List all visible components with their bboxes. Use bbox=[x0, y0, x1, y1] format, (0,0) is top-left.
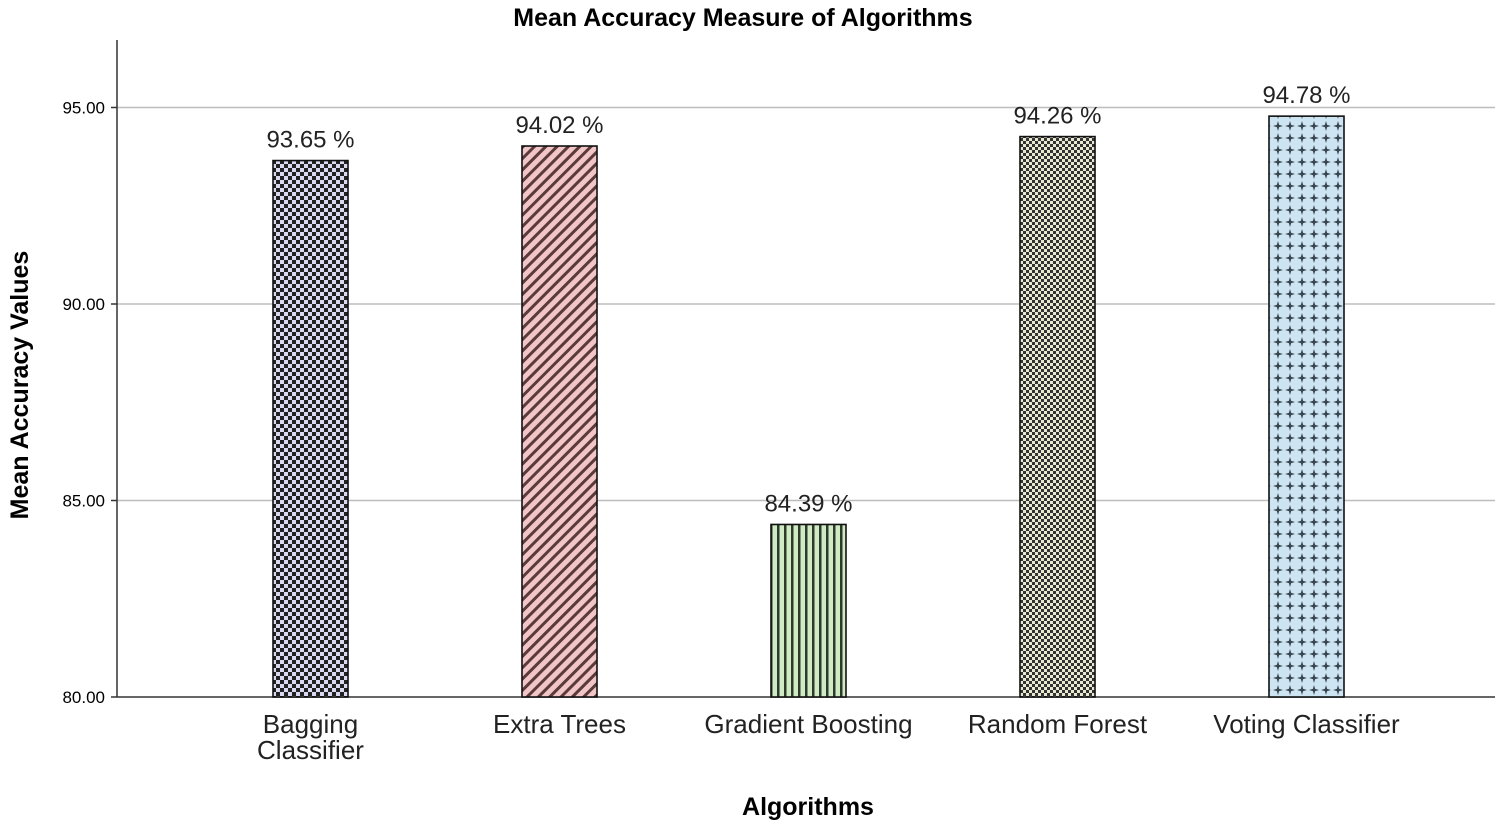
y-tick-label: 95.00 bbox=[62, 99, 105, 118]
data-label: 93.65 % bbox=[266, 127, 354, 154]
bar bbox=[1268, 115, 1345, 698]
x-tick-label: Gradient Boosting bbox=[704, 709, 912, 739]
x-tick-label: Extra Trees bbox=[493, 709, 626, 739]
data-label: 84.39 % bbox=[764, 490, 852, 517]
data-label: 94.02 % bbox=[515, 112, 603, 139]
data-labels: 93.65 % 94.02 % 84.39 % 94.26 % 94.78 % bbox=[266, 82, 1350, 517]
bar bbox=[770, 523, 847, 698]
x-tick-label: Classifier bbox=[257, 735, 364, 765]
bar bbox=[521, 145, 598, 698]
x-tick-label: Bagging bbox=[263, 709, 358, 739]
chart-title: Mean Accuracy Measure of Algorithms bbox=[513, 4, 972, 32]
bar bbox=[1019, 135, 1096, 698]
y-axis-ticks: 80.00 85.00 90.00 95.00 bbox=[62, 99, 117, 707]
y-axis-title: Mean Accuracy Values bbox=[6, 251, 34, 520]
y-tick-label: 80.00 bbox=[62, 688, 105, 707]
y-tick-label: 90.00 bbox=[62, 295, 105, 314]
data-label: 94.78 % bbox=[1262, 82, 1350, 109]
x-tick-label: Random Forest bbox=[968, 709, 1148, 739]
x-tick-label: Voting Classifier bbox=[1213, 709, 1400, 739]
bars bbox=[272, 115, 1345, 698]
bar bbox=[272, 159, 349, 698]
y-tick-label: 85.00 bbox=[62, 492, 105, 511]
data-label: 94.26 % bbox=[1013, 103, 1101, 130]
x-axis-title: Algorithms bbox=[742, 793, 874, 821]
